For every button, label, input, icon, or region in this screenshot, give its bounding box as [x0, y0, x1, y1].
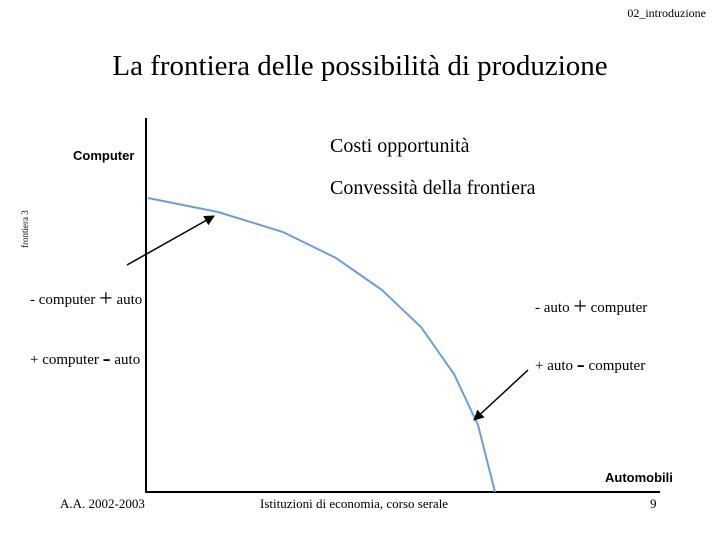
y-axis-label: Computer: [73, 148, 135, 163]
tradeoff-item: auto: [116, 292, 143, 308]
tradeoff-left-1: - computer + auto: [30, 287, 143, 311]
slide-title: La frontiera delle possibilità di produz…: [112, 50, 608, 82]
tradeoff-left-2: + computer - auto: [30, 347, 141, 371]
footer-course: Istituzioni di economia, corso serale: [260, 496, 449, 511]
tradeoff-right-2: + auto - computer: [535, 353, 646, 377]
header-label: 02_introduzione: [627, 6, 706, 20]
tradeoff-item: computer: [588, 358, 646, 374]
tradeoff-sign: +: [535, 358, 544, 374]
tradeoff-sign: -: [535, 300, 540, 316]
tradeoff-sign: -: [30, 292, 35, 308]
arrow-upper: [126, 215, 215, 266]
tradeoff-sign: +: [30, 352, 39, 368]
tradeoff-sign: -: [102, 346, 111, 372]
tradeoff-item: computer: [38, 292, 96, 308]
footer-academic-year: A.A. 2002-2003: [60, 496, 145, 511]
tradeoff-item: computer: [590, 300, 648, 316]
tradeoff-right-1: - auto + computer: [535, 295, 648, 319]
frontier-curve: [147, 197, 496, 493]
tradeoff-item: auto: [543, 300, 570, 316]
tradeoff-item: computer: [42, 352, 99, 368]
tradeoff-sign: -: [576, 352, 585, 378]
page-number: 9: [650, 496, 657, 511]
x-axis-label: Automobili: [605, 470, 673, 485]
note-opportunity-cost: Costi opportunità: [330, 135, 470, 157]
tradeoff-item: auto: [547, 358, 574, 374]
tradeoff-sign: +: [573, 294, 587, 320]
tradeoff-item: auto: [114, 352, 141, 368]
tradeoff-sign: +: [99, 286, 113, 312]
note-convexity: Convessità della frontiera: [330, 177, 536, 199]
arrow-lower: [473, 369, 529, 421]
